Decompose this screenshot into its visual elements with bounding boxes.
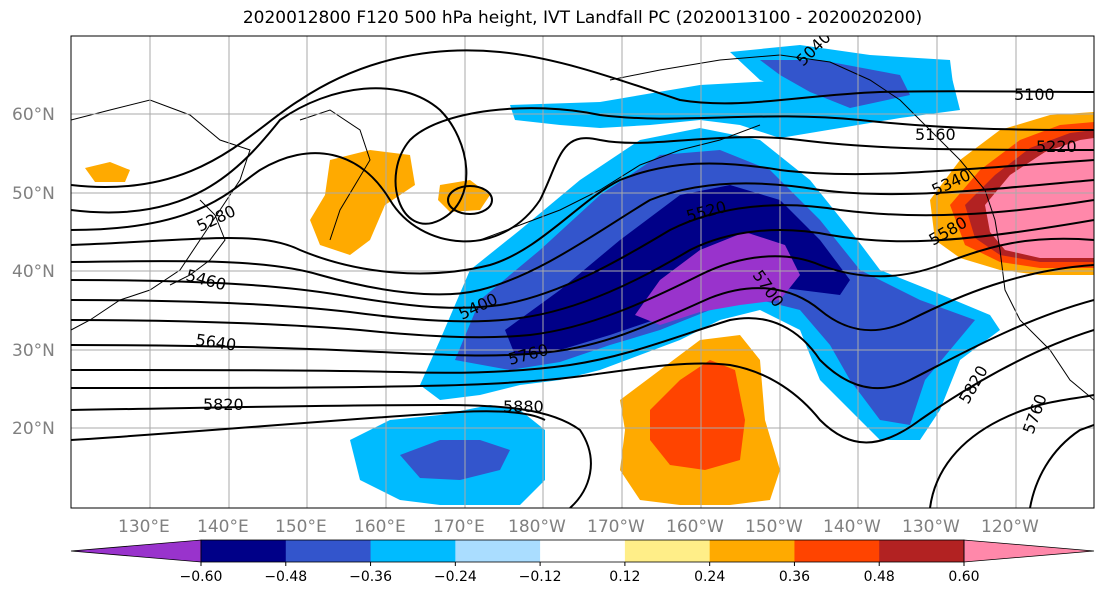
longitude-labels: 130°E 140°E 150°E 160°E 170°E 180°W 170°… (118, 517, 1039, 537)
coastlines (71, 54, 1094, 401)
coast-japan (169, 199, 226, 286)
colorbar-segment (963, 539, 1095, 563)
colorbar-segment (70, 539, 202, 563)
lon-label: 160°E (354, 517, 406, 537)
ivt-region-japan-small (85, 162, 130, 182)
contour-line (71, 87, 1094, 225)
lat-label-30n: 30°N (12, 341, 55, 361)
lon-label: 140°E (197, 517, 249, 537)
contour-line (71, 219, 1094, 323)
contour-line (71, 237, 1094, 339)
contour-line (71, 403, 592, 508)
contour-line (1029, 424, 1094, 508)
ivt-region-bering-small (438, 180, 490, 212)
contour-line (71, 159, 1094, 275)
coast-asia (71, 99, 251, 331)
lat-label-60n: 60°N (12, 105, 55, 125)
contour-label: 5820 (203, 395, 244, 414)
lon-label: 120°W (981, 517, 1039, 537)
contour-label: 5880 (503, 397, 544, 416)
lat-label-20n: 20°N (12, 419, 55, 439)
map-frame (70, 35, 1095, 509)
colorbar-segment (201, 540, 287, 562)
contour-label: 5220 (1036, 137, 1077, 156)
contour-line (447, 185, 493, 215)
colorbar-tick-label: 0.36 (779, 569, 810, 585)
colorbar-tick-label: 0.60 (948, 569, 979, 585)
contour-line (71, 179, 1094, 296)
contour-line (71, 136, 1094, 243)
contour-line (71, 299, 1094, 390)
colorbar-segment (455, 540, 541, 562)
colorbar-tick-label: −0.60 (180, 569, 223, 585)
colorbar-segment (709, 540, 795, 562)
ivt-region-west-tropics-inner (400, 440, 510, 480)
colorbar-tick-label: 0.48 (864, 569, 895, 585)
contour-line (71, 410, 546, 441)
colorbar-tick-label: −0.24 (434, 569, 477, 585)
lon-label: 150°E (275, 517, 327, 537)
lon-label: 180°W (508, 517, 566, 537)
contour-line (71, 49, 1094, 188)
colorbar-segment (794, 540, 880, 562)
map-content: 5040 5100 5160 5220 5340 5580 5280 5460 … (71, 36, 1094, 508)
colorbar-tick-label: 0.12 (609, 569, 640, 585)
lon-label: 150°W (745, 517, 803, 537)
colorbar-tick-label: −0.12 (519, 569, 562, 585)
contour-line (71, 329, 1094, 444)
colorbar-outline (200, 539, 965, 563)
lat-label-50n: 50°N (12, 184, 55, 204)
lon-label: 160°W (666, 517, 724, 537)
colorbar-ticks: −0.60 −0.48 −0.36 −0.24 −0.12 0.12 0.24 0.36 0.4… (180, 562, 980, 585)
colorbar-segment (624, 540, 711, 562)
contour-label: 5160 (915, 125, 956, 144)
ivt-region-hawaii-inner (650, 360, 745, 470)
ivt-plume-core (635, 232, 800, 325)
coast-aleutians (479, 124, 761, 241)
contour-line (71, 199, 1094, 309)
lon-label: 170°E (433, 517, 485, 537)
height-contours (71, 49, 1094, 508)
colorbar-segment (370, 540, 456, 562)
colorbar-tick-label: 0.24 (694, 569, 725, 585)
colorbar-segment (540, 540, 626, 562)
coast-alaska (609, 54, 961, 161)
lon-label: 130°W (902, 517, 960, 537)
colorbar-segment (879, 540, 965, 562)
contour-line (929, 394, 1094, 508)
ivt-region-kamchatka (310, 150, 415, 255)
ivt-region-west-coast-core (985, 138, 1094, 258)
colorbar-segment (285, 540, 372, 562)
colorbar (70, 539, 1095, 563)
colorbar-tick-label: −0.36 (349, 569, 392, 585)
contour-line (71, 264, 1094, 357)
coast-north-america (959, 159, 1094, 401)
coast-kamchatka (299, 109, 371, 241)
contour-label: 5100 (1014, 85, 1055, 104)
lon-label: 130°E (118, 517, 170, 537)
lon-label: 140°W (823, 517, 881, 537)
latitude-labels: 60°N 50°N 40°N 30°N 20°N (12, 105, 55, 439)
lon-label: 170°W (587, 517, 645, 537)
ivt-region-alaska-inner (760, 60, 910, 108)
lat-label-40n: 40°N (12, 262, 55, 282)
figure-title: 2020012800 F120 500 hPa height, IVT Land… (242, 8, 923, 28)
colorbar-tick-label: −0.48 (264, 569, 307, 585)
